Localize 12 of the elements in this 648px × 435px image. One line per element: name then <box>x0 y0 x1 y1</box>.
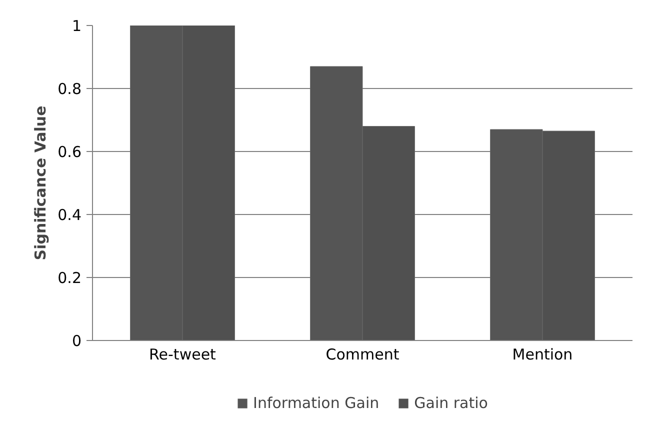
y-tick-label: 0.6 <box>58 143 82 161</box>
y-axis-title: Significance Value <box>32 106 50 260</box>
y-tick-label: 0 <box>72 332 82 350</box>
legend-label: Gain ratio <box>414 394 488 412</box>
x-tick-label: Mention <box>512 346 573 364</box>
y-tick-label: 0.4 <box>58 206 82 224</box>
y-tick-label: 1 <box>72 17 82 35</box>
legend-label: Information Gain <box>253 394 380 412</box>
x-tick-label: Comment <box>326 346 400 364</box>
y-tick-label: 0.8 <box>58 80 82 98</box>
y-tick-label: 0.2 <box>58 269 82 287</box>
x-tick-label: Re-tweet <box>149 346 216 364</box>
